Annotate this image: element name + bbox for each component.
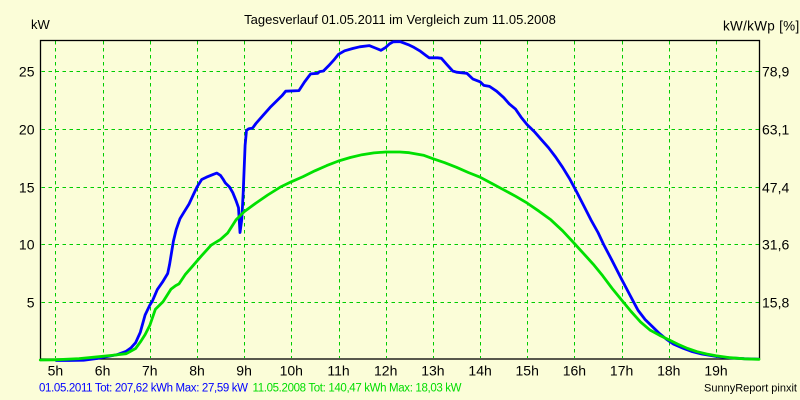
svg-text:6h: 6h [95, 363, 111, 379]
svg-text:11.05.2008 Tot: 140,47 kWh Max: 11.05.2008 Tot: 140,47 kWh Max: 18,03 kW [253, 383, 462, 395]
svg-text:18h: 18h [657, 363, 680, 379]
svg-text:01.05.2011 Tot: 207,62 kWh Max: 01.05.2011 Tot: 207,62 kWh Max: 27,59 kW [39, 383, 248, 395]
svg-text:7h: 7h [142, 363, 158, 379]
svg-text:17h: 17h [610, 363, 633, 379]
svg-text:5: 5 [27, 295, 35, 311]
svg-text:5h: 5h [48, 363, 64, 379]
svg-text:15,8: 15,8 [762, 295, 789, 311]
svg-text:20: 20 [19, 122, 35, 138]
svg-text:15: 15 [19, 180, 35, 196]
svg-text:47,4: 47,4 [762, 180, 789, 196]
svg-text:Tagesverlauf 01.05.2011 im Ver: Tagesverlauf 01.05.2011 im Vergleich zum… [244, 12, 556, 27]
svg-text:12h: 12h [374, 363, 397, 379]
svg-text:8h: 8h [189, 363, 205, 379]
svg-text:kW: kW [31, 17, 51, 32]
svg-text:16h: 16h [563, 363, 586, 379]
svg-text:15h: 15h [516, 363, 539, 379]
svg-text:63,1: 63,1 [762, 122, 789, 138]
svg-text:14h: 14h [468, 363, 491, 379]
svg-text:11h: 11h [327, 363, 349, 379]
svg-text:SunnyReport pinxit: SunnyReport pinxit [704, 383, 797, 395]
svg-text:78,9: 78,9 [762, 64, 789, 80]
svg-text:31,6: 31,6 [762, 237, 789, 253]
svg-text:25: 25 [19, 64, 35, 80]
svg-text:10: 10 [19, 237, 35, 253]
svg-text:10h: 10h [280, 363, 303, 379]
svg-text:19h: 19h [704, 363, 727, 379]
svg-text:13h: 13h [421, 363, 444, 379]
svg-text:9h: 9h [236, 363, 252, 379]
svg-text:kW/kWp [%]: kW/kWp [%] [723, 19, 800, 34]
